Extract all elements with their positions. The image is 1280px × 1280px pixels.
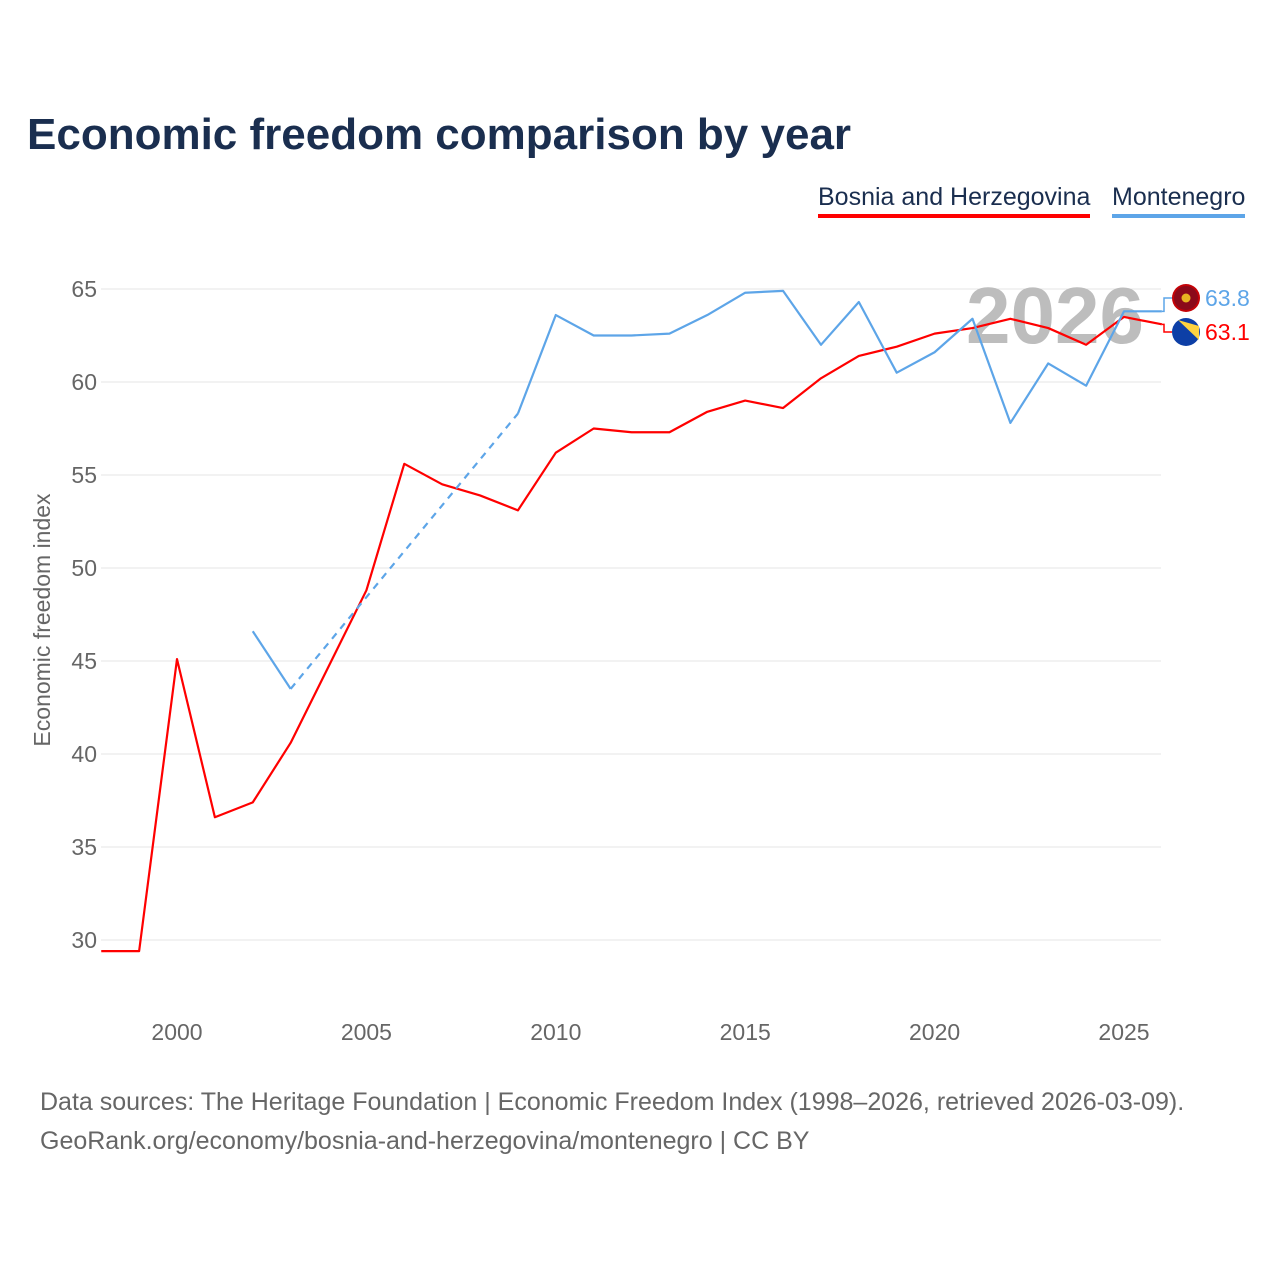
end-value-label: 63.1 (1205, 319, 1250, 345)
footer-sources: Data sources: The Heritage Foundation | … (40, 1088, 1185, 1116)
flag-emblem (1181, 293, 1191, 303)
series-line (101, 315, 1163, 953)
year-watermark: 2026 (966, 271, 1144, 360)
chart-title: Economic freedom comparison by year (27, 110, 852, 159)
x-tick-label: 2015 (720, 1019, 771, 1045)
y-tick-label: 30 (71, 927, 97, 953)
end-label-connector (1161, 323, 1172, 333)
x-tick-label: 2020 (909, 1019, 960, 1045)
line-chart: 30 35 40 45 50 55 60 65 2000 2005 2010 2015 2020 2025… (29, 271, 1250, 1045)
montenegro-flag-icon (1172, 284, 1200, 312)
series-line (251, 630, 292, 690)
y-tick-label: 35 (71, 834, 97, 860)
y-tick-label: 50 (71, 555, 97, 581)
series-montenegro: 63.8 (251, 284, 1250, 690)
footer-credit[interactable]: GeoRank.org/economy/bosnia-and-herzegovi… (40, 1127, 810, 1155)
legend-montenegro[interactable]: Montenegro (1112, 183, 1246, 218)
x-tick-label: 2010 (530, 1019, 581, 1045)
x-tick-label: 2000 (151, 1019, 202, 1045)
y-tick-label: 45 (71, 648, 97, 674)
series-bosnia-and-herzegovina: 63.1 (101, 315, 1250, 953)
x-tick-label: 2005 (341, 1019, 392, 1045)
end-label-connector (1161, 297, 1172, 313)
x-tick-label: 2025 (1098, 1019, 1149, 1045)
y-tick-label: 65 (71, 276, 97, 302)
series-gap-line (289, 412, 519, 690)
y-tick-label: 40 (71, 741, 97, 767)
series-line (516, 289, 1162, 425)
y-tick-label: 60 (71, 369, 97, 395)
end-value-label: 63.8 (1205, 285, 1250, 311)
y-axis-label: Economic freedom index (29, 493, 55, 747)
bosnia-flag-icon (1172, 318, 1200, 346)
flag-triangle (1178, 320, 1199, 340)
y-tick-label: 55 (71, 462, 97, 488)
legend-bosnia-and-herzegovina[interactable]: Bosnia and Herzegovina (818, 183, 1091, 218)
